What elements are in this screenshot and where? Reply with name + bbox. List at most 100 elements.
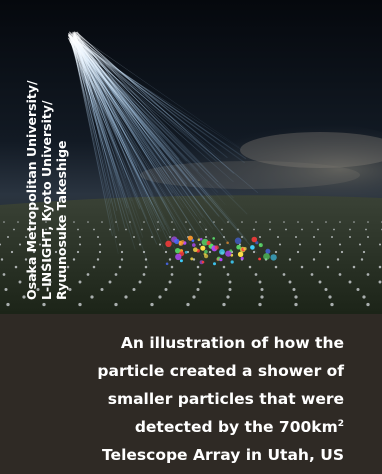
detector-marker xyxy=(328,295,332,299)
detector-marker xyxy=(73,221,75,223)
detector-marker xyxy=(38,243,42,246)
detector-marker xyxy=(253,228,255,231)
detector-marker xyxy=(78,280,82,284)
detector-marker xyxy=(282,273,286,276)
detector-marker xyxy=(168,280,172,284)
detector-marker xyxy=(300,265,304,269)
detector-marker xyxy=(185,221,187,223)
detector-hit xyxy=(204,250,208,254)
detector-hit xyxy=(226,241,229,245)
caption-line-4: detected by the 700km2 xyxy=(24,413,344,441)
detector-marker xyxy=(241,221,243,223)
detector-marker xyxy=(318,250,322,254)
detector-marker xyxy=(358,243,362,246)
detector-marker xyxy=(365,228,367,231)
detector-marker xyxy=(32,250,36,254)
shower-illustration-image xyxy=(0,0,382,314)
credit-line-1: Osaka Metropolitan University/ xyxy=(24,80,39,300)
detector-marker xyxy=(43,236,45,238)
detector-marker xyxy=(317,228,319,231)
detector-marker xyxy=(100,287,104,292)
detector-marker xyxy=(312,258,316,261)
detector-marker xyxy=(301,228,303,231)
detector-marker xyxy=(92,265,96,269)
image-caption: An illustration of how the particle crea… xyxy=(0,314,382,474)
detector-marker xyxy=(340,250,344,254)
detector-marker xyxy=(2,273,6,276)
detector-marker xyxy=(18,280,22,284)
shower-streak xyxy=(72,40,220,188)
detector-hit xyxy=(187,235,193,241)
detector-marker xyxy=(144,258,148,261)
detector-marker xyxy=(352,265,356,269)
detector-hit xyxy=(251,236,258,243)
detector-marker xyxy=(170,273,174,276)
detector-marker xyxy=(248,265,252,269)
detector-marker xyxy=(58,273,62,276)
detector-marker xyxy=(310,273,314,276)
detector-marker xyxy=(378,280,382,284)
detector-marker xyxy=(132,287,136,292)
detector-marker xyxy=(255,221,257,223)
detector-marker xyxy=(24,258,28,261)
photo-credit: Osaka Metropolitan University/ L-INSIGHT… xyxy=(24,30,69,300)
detector-marker xyxy=(360,258,364,261)
detector-marker xyxy=(288,258,292,261)
detector-marker xyxy=(151,236,153,238)
detector-marker xyxy=(362,295,366,299)
detector-marker xyxy=(186,302,190,307)
detector-marker xyxy=(124,295,128,299)
detector-marker xyxy=(349,236,351,238)
detector-hit xyxy=(165,262,169,266)
detector-marker xyxy=(56,295,60,299)
credit-line-2: L-INSIGHT, Kyoto University/ xyxy=(39,100,54,300)
caption-line-3: smaller particles that were xyxy=(107,390,344,408)
detector-marker xyxy=(353,221,355,223)
detector-marker xyxy=(326,265,330,269)
detector-marker xyxy=(87,221,89,223)
detector-marker xyxy=(72,258,76,261)
detector-hit xyxy=(199,237,203,241)
detector-marker xyxy=(142,273,146,276)
detector-marker xyxy=(339,221,341,223)
detector-marker xyxy=(269,221,271,223)
detector-marker xyxy=(17,221,19,223)
detector-marker xyxy=(288,280,292,284)
detector-marker xyxy=(78,302,82,307)
detector-marker xyxy=(97,236,99,238)
detector-hit xyxy=(265,248,271,254)
caption-line-5: Telescope Array in Utah, US xyxy=(102,446,344,464)
detector-marker xyxy=(18,243,22,246)
detector-marker xyxy=(318,243,322,246)
detector-hit xyxy=(214,245,219,250)
shower-streak xyxy=(68,38,219,163)
detector-marker xyxy=(366,273,370,276)
caption-superscript: 2 xyxy=(337,418,344,429)
detector-marker xyxy=(318,280,322,284)
detector-marker xyxy=(260,295,264,299)
detector-marker xyxy=(7,236,9,238)
detector-marker xyxy=(157,221,159,223)
detector-marker xyxy=(61,236,63,238)
detector-marker xyxy=(237,228,239,231)
detector-marker xyxy=(61,228,63,231)
shower-streak xyxy=(74,37,230,246)
detector-hit xyxy=(165,240,172,247)
detector-marker xyxy=(48,280,52,284)
detector-marker xyxy=(90,295,94,299)
shower-streak xyxy=(76,31,234,174)
detector-marker xyxy=(79,236,81,238)
detector-marker xyxy=(226,295,230,299)
detector-marker xyxy=(294,302,298,307)
detector-marker xyxy=(189,228,191,231)
detector-marker xyxy=(223,236,225,238)
detector-marker xyxy=(58,243,62,246)
detector-marker xyxy=(13,228,15,231)
detector-marker xyxy=(313,236,315,238)
detector-marker xyxy=(311,221,313,223)
detector-marker xyxy=(158,295,162,299)
detector-hit xyxy=(190,257,194,261)
detector-marker xyxy=(348,280,352,284)
shower-streak xyxy=(75,31,234,199)
detector-marker xyxy=(77,228,79,231)
